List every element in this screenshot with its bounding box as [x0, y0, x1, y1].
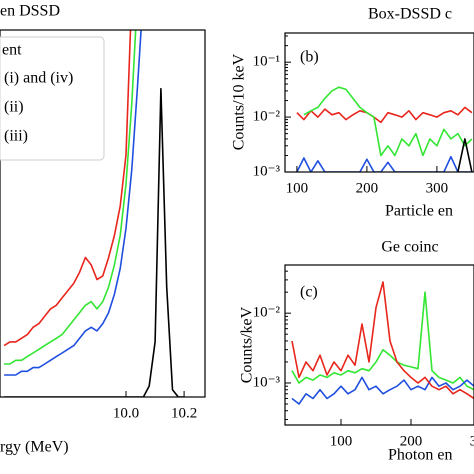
data-line	[297, 157, 472, 172]
y-tick-label: 10⁻²	[253, 305, 281, 321]
legend-label: (iii)	[4, 128, 28, 145]
legend-title: ent	[2, 42, 22, 59]
data-line	[458, 139, 472, 172]
x-axis-label: Particle en	[385, 203, 453, 220]
y-tick-label: 10⁻³	[253, 163, 281, 179]
data-line	[292, 292, 474, 390]
chart-title: Box-DSSD c	[368, 6, 452, 23]
y-tick-label: 10⁻³	[253, 374, 281, 390]
plot-area	[292, 282, 474, 404]
data-line	[297, 107, 472, 122]
legend-label: (i) and (iv)	[4, 70, 73, 87]
chart-title: en DSSD	[0, 3, 60, 20]
x-tick-label: 300	[470, 433, 474, 449]
legend-label: (ii)	[4, 99, 24, 116]
data-line	[304, 87, 472, 155]
x-axis-label: rgy (MeV)	[0, 439, 69, 456]
data-line	[292, 377, 474, 404]
x-tick-label: 100	[286, 180, 309, 196]
figure: 10.0 10.2 en DSSD rgy (MeV) ent (i) and (iv) (…	[0, 0, 474, 474]
y-axis-label: Counts/10 keV	[231, 53, 248, 150]
x-axis-label: Photon en	[388, 447, 452, 464]
panel-label: (c)	[300, 284, 318, 301]
x-tick-label: 100	[330, 433, 353, 449]
plot-area	[297, 87, 472, 172]
y-axis-label: Counts/keV	[239, 306, 256, 383]
panel-label: (b)	[300, 49, 319, 66]
x-tick-label: 10.2	[171, 405, 197, 421]
y-tick-label: 10⁻¹	[253, 54, 280, 70]
x-tick-label: 200	[356, 180, 379, 196]
chart-title: Ge coinc	[381, 239, 438, 256]
x-tick-label: 300	[426, 180, 449, 196]
x-tick-label: 10.0	[113, 405, 139, 421]
y-tick-label: 10⁻²	[253, 109, 281, 125]
